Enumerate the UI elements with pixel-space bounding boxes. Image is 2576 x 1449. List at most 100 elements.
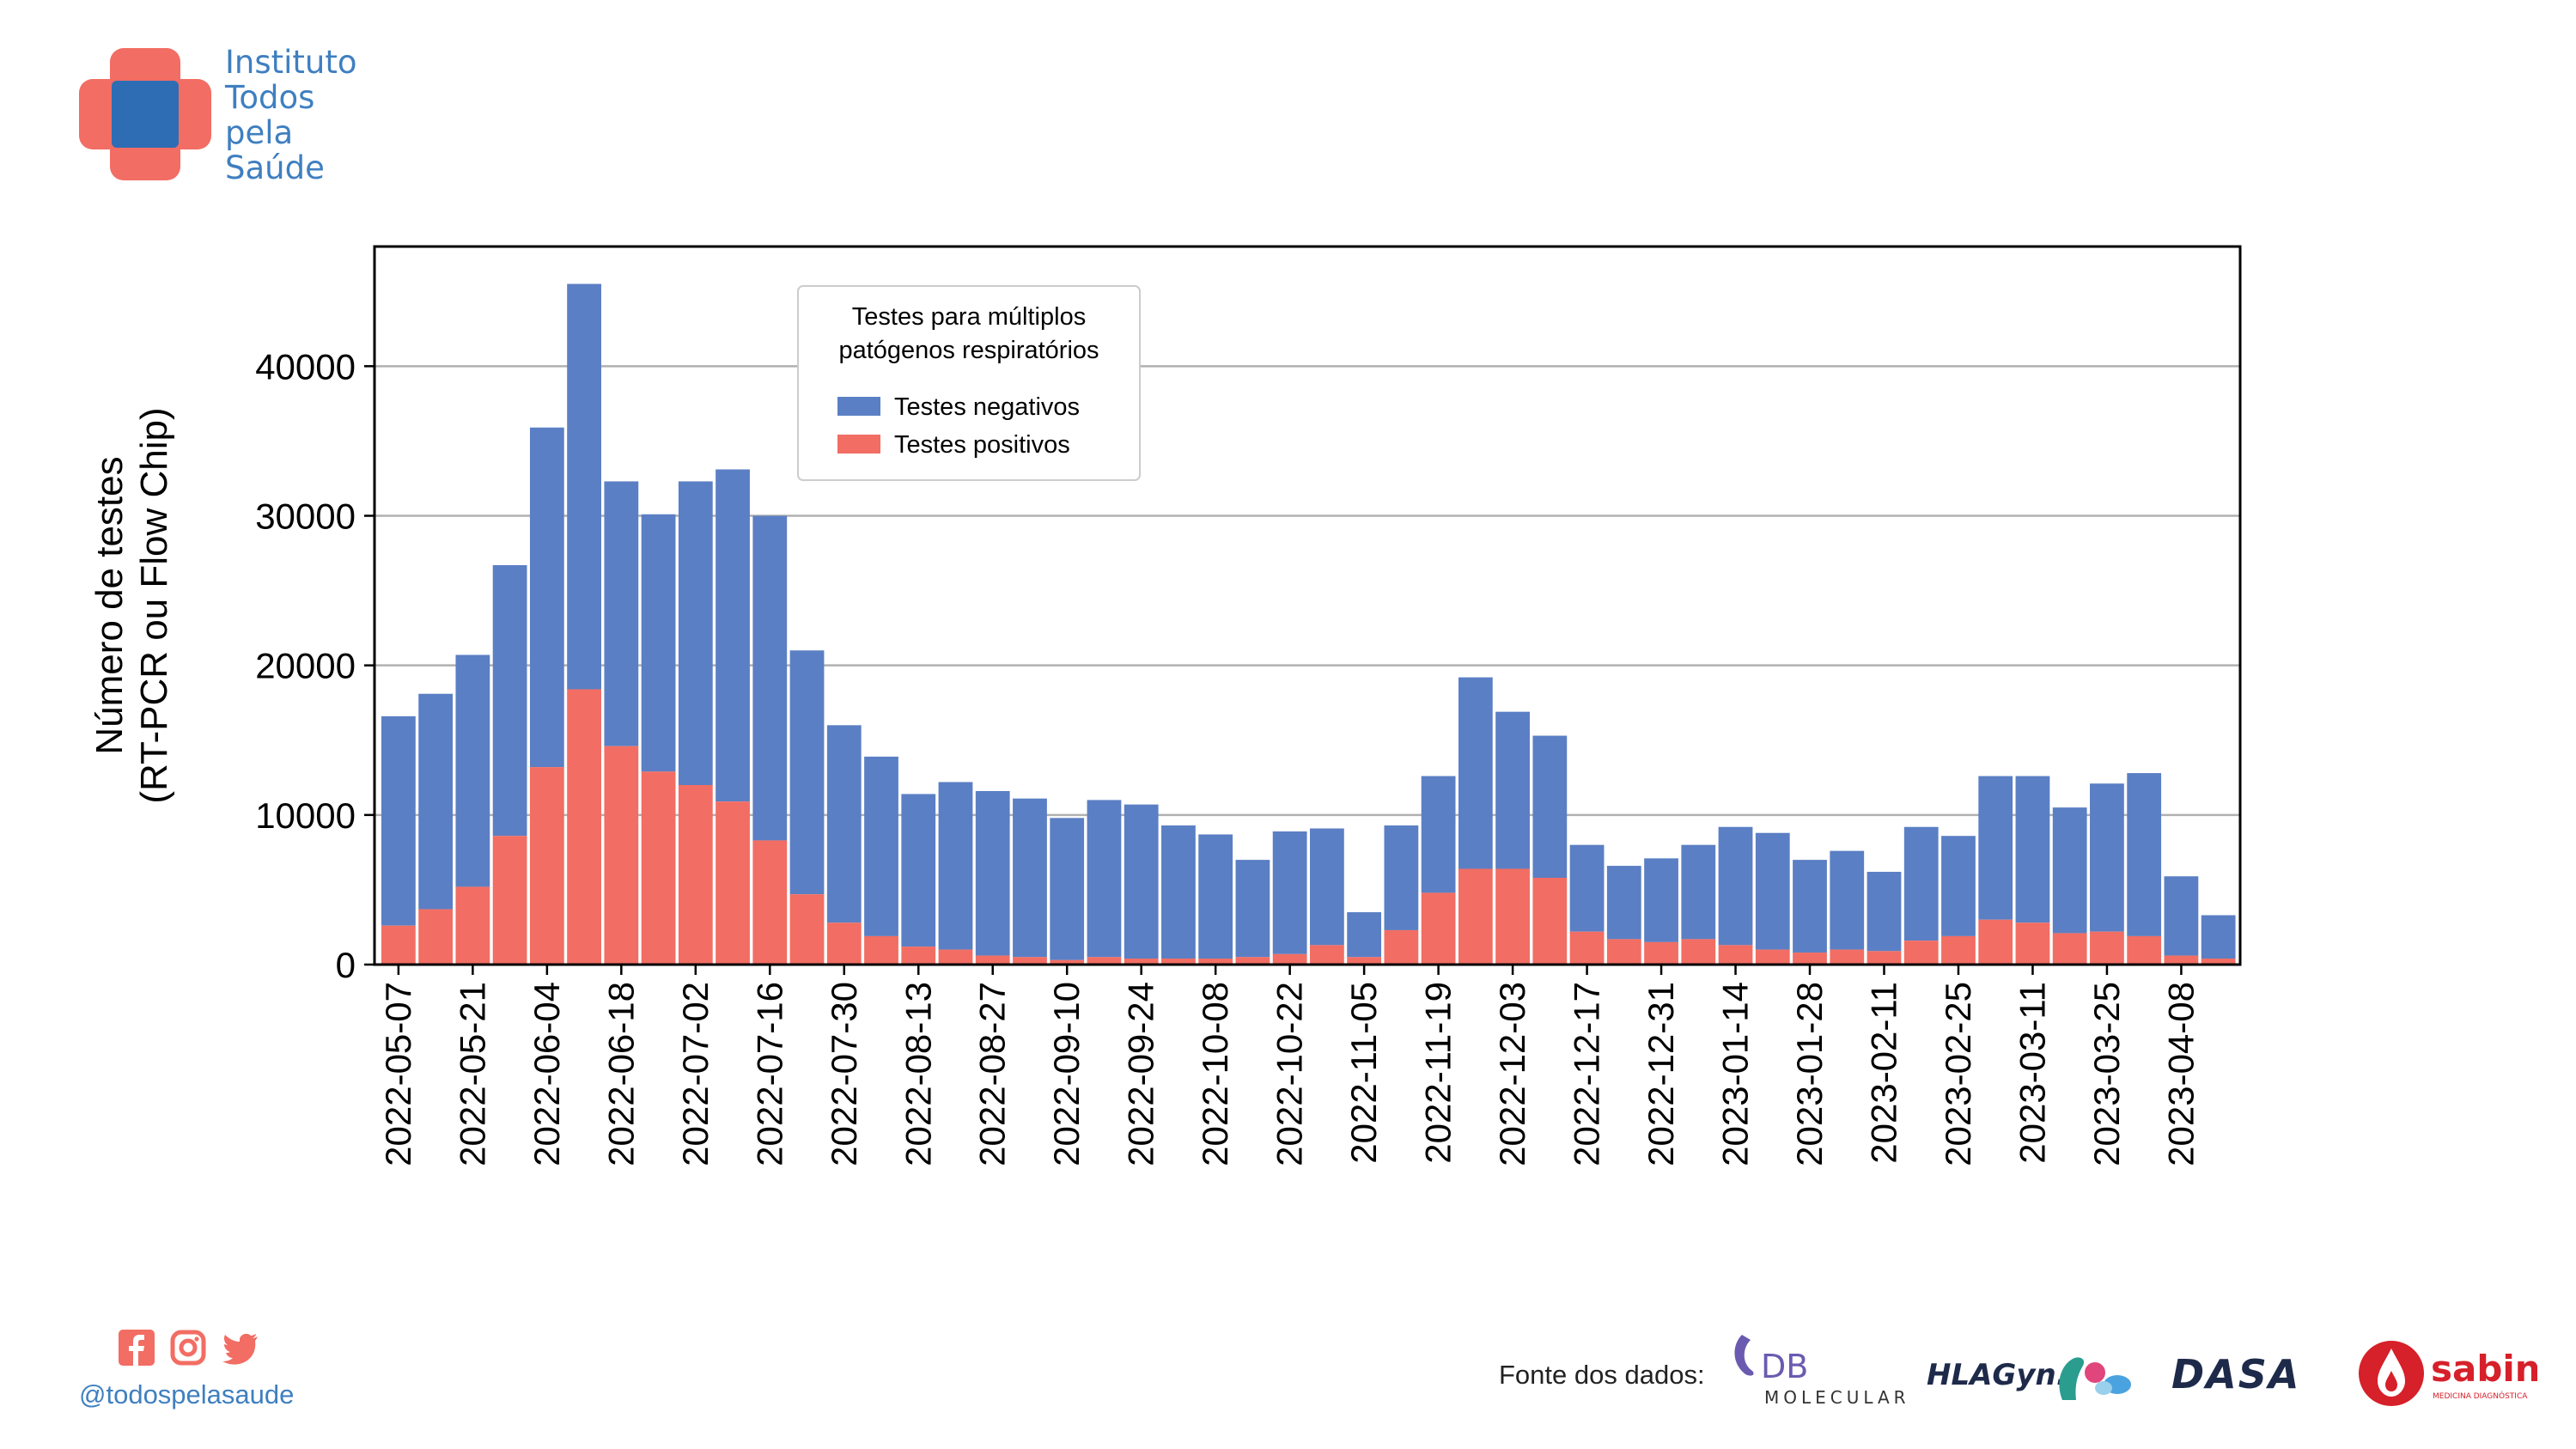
social-handle[interactable]: @todospelasaude: [79, 1379, 295, 1409]
bar-positivos: [716, 801, 750, 965]
bar-negativos: [975, 790, 1010, 956]
bar-negativos: [1013, 798, 1047, 958]
bar-positivos: [789, 894, 825, 965]
bar-positivos: [2090, 931, 2124, 965]
bar-negativos: [2015, 776, 2050, 923]
bar-positivos: [678, 785, 713, 965]
bar-positivos: [1050, 959, 1085, 965]
logo-text: Instituto Todos pela Saúde: [225, 45, 357, 186]
legend-swatch-negativos: [837, 397, 880, 416]
instagram-icon[interactable]: [170, 1330, 206, 1366]
twitter-icon[interactable]: [222, 1330, 259, 1366]
sabin-logo-text: sabin: [2431, 1348, 2537, 1390]
bar-negativos: [641, 514, 676, 772]
bar-negativos: [567, 283, 601, 690]
bar-negativos: [1793, 860, 1827, 953]
bar-positivos: [418, 909, 454, 965]
bar-positivos: [455, 886, 490, 965]
bar-positivos: [1272, 953, 1307, 965]
bar-positivos: [1941, 935, 1976, 965]
bar-positivos: [1235, 957, 1270, 965]
bar-negativos: [826, 725, 862, 923]
x-axis: 2022-05-07 2022-05-21 2022-06-04 2022-06-18…: [378, 965, 2201, 1166]
bar-positivos: [864, 935, 898, 965]
x-tick-label: 2022-07-16: [749, 982, 789, 1166]
bar-negativos: [1495, 711, 1530, 869]
bar-negativos: [789, 650, 825, 895]
bar-positivos: [604, 746, 639, 965]
bar-negativos: [678, 481, 713, 785]
bar-negativos: [1124, 804, 1159, 959]
y-axis-label-line-1: Número de testes: [88, 456, 131, 754]
bar-positivos: [2127, 935, 2162, 965]
sabin-logo-sub: MEDICINA DIAGNÓSTICA: [2433, 1391, 2528, 1401]
x-tick-label: 2023-02-11: [1863, 982, 1903, 1164]
legend-label-positivos: Testes positivos: [894, 431, 1070, 459]
x-tick-label: 2023-02-25: [1938, 982, 1978, 1166]
x-tick-label: 2022-11-19: [1418, 982, 1459, 1164]
bar-negativos: [1198, 834, 1233, 959]
bar-positivos: [752, 840, 788, 965]
bar-positivos: [1310, 945, 1344, 965]
bar-negativos: [1532, 735, 1568, 878]
bar-positivos: [1087, 957, 1122, 965]
legend-label-negativos: Testes negativos: [894, 393, 1080, 421]
logo-cross-center: [112, 81, 179, 148]
y-tick-label: 40000: [255, 346, 356, 387]
bar-negativos: [1644, 858, 1678, 942]
bar-positivos: [1903, 941, 1939, 965]
x-tick-label: 2022-09-24: [1121, 982, 1161, 1166]
bar-negativos: [2127, 773, 2162, 936]
db-molecular-logo: DB MOLECULAR: [1734, 1335, 1906, 1408]
x-tick-label: 2023-04-08: [2160, 982, 2201, 1166]
x-tick-label: 2023-03-11: [2012, 982, 2052, 1164]
bar-positivos: [975, 955, 1010, 965]
y-tick-label: 20000: [255, 646, 356, 686]
bar-negativos: [1718, 826, 1753, 946]
bar-negativos: [716, 469, 750, 802]
bar-negativos: [1421, 776, 1456, 893]
bar-positivos: [938, 949, 973, 965]
bar-negativos: [2052, 807, 2087, 934]
hlagyn-logo-text: HLAGyn.: [1927, 1358, 2067, 1392]
bar-negativos: [2090, 783, 2124, 932]
plot-frame: [373, 245, 2242, 966]
bar-negativos: [1050, 818, 1085, 960]
x-tick-label: 2022-06-18: [600, 982, 641, 1166]
x-tick-label: 2022-11-05: [1343, 982, 1384, 1164]
instituto-todos-pela-saude-logo: [79, 48, 211, 180]
bar-positivos: [1198, 959, 1233, 965]
bar-negativos: [1830, 850, 1865, 950]
bar-positivos: [2201, 959, 2236, 965]
y-tick-label: 0: [336, 945, 356, 985]
x-tick-label: 2022-09-10: [1046, 982, 1087, 1166]
bar-positivos: [529, 767, 564, 965]
bar-negativos: [529, 427, 564, 768]
dasa-logo-text: DASA: [2171, 1351, 2301, 1397]
legend: Testes para múltiplos patógenos respirat…: [797, 285, 1141, 481]
bar-negativos: [1310, 828, 1344, 946]
bar-negativos: [1384, 825, 1419, 930]
bar-positivos: [1644, 941, 1678, 965]
bar-negativos: [455, 654, 490, 887]
bar-negativos: [1978, 776, 2013, 920]
bars: [381, 283, 2236, 965]
social-icons: [119, 1330, 259, 1366]
x-tick-label: 2022-10-08: [1195, 982, 1235, 1166]
bar-positivos: [826, 922, 862, 965]
logo-line-3: pela: [225, 114, 294, 151]
bar-positivos: [1755, 949, 1790, 965]
bar-positivos: [1532, 877, 1568, 965]
facebook-icon[interactable]: [119, 1330, 155, 1366]
x-tick-label: 2023-03-25: [2086, 982, 2127, 1166]
bar-positivos: [1569, 931, 1605, 965]
bar-negativos: [901, 794, 936, 947]
x-tick-label: 2022-12-03: [1492, 982, 1532, 1166]
bar-positivos: [2164, 955, 2199, 965]
y-tick-label: 30000: [255, 496, 356, 537]
dasa-logo: DASA: [2171, 1351, 2301, 1397]
bar-positivos: [901, 947, 936, 965]
bar-negativos: [1867, 872, 1902, 952]
x-tick-label: 2023-01-14: [1715, 982, 1756, 1166]
